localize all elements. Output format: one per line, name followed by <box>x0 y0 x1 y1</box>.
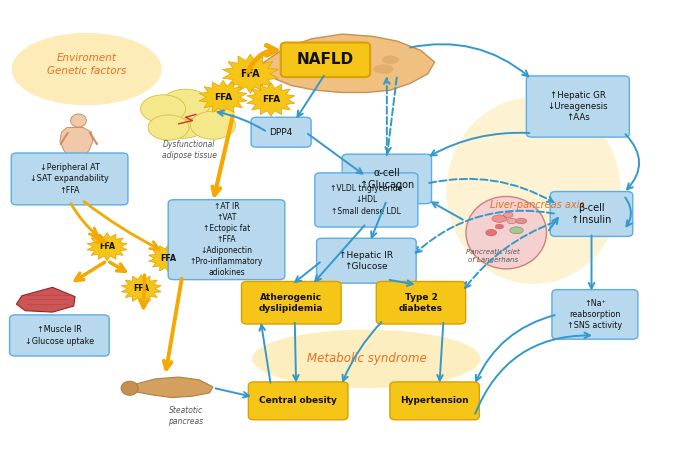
Ellipse shape <box>486 229 497 236</box>
Polygon shape <box>149 244 188 273</box>
FancyBboxPatch shape <box>10 315 109 356</box>
FancyBboxPatch shape <box>390 382 480 420</box>
FancyBboxPatch shape <box>376 282 466 324</box>
Ellipse shape <box>344 54 368 66</box>
Text: DPP4: DPP4 <box>269 128 292 137</box>
Ellipse shape <box>327 65 344 73</box>
Text: FFA: FFA <box>214 93 232 102</box>
Polygon shape <box>199 80 247 114</box>
Ellipse shape <box>12 33 162 105</box>
Polygon shape <box>254 34 434 93</box>
FancyBboxPatch shape <box>242 282 341 324</box>
Text: Pancreatic islet
of Langerhans: Pancreatic islet of Langerhans <box>466 249 519 263</box>
Text: FFA: FFA <box>133 284 149 293</box>
FancyBboxPatch shape <box>249 382 348 420</box>
Text: Type 2
diabetes: Type 2 diabetes <box>399 293 443 313</box>
FancyBboxPatch shape <box>552 290 638 339</box>
Ellipse shape <box>447 97 621 284</box>
Text: NAFLD: NAFLD <box>297 52 354 67</box>
Polygon shape <box>121 274 161 303</box>
Text: FFA: FFA <box>99 242 115 251</box>
Ellipse shape <box>140 95 186 123</box>
Ellipse shape <box>492 215 507 222</box>
Ellipse shape <box>185 99 234 128</box>
Text: Atherogenic
dyslipidemia: Atherogenic dyslipidemia <box>259 293 323 313</box>
Ellipse shape <box>510 227 523 234</box>
Ellipse shape <box>466 196 547 269</box>
Ellipse shape <box>190 111 236 139</box>
Text: ↓Peripheral AT
↓SAT expandability
↑FFA: ↓Peripheral AT ↓SAT expandability ↑FFA <box>30 164 109 195</box>
Text: Dysfunctional
adipose tissue: Dysfunctional adipose tissue <box>162 140 216 160</box>
Polygon shape <box>247 83 295 117</box>
Text: FFA: FFA <box>240 69 260 79</box>
Text: FFA: FFA <box>262 95 280 104</box>
FancyBboxPatch shape <box>11 153 128 205</box>
Ellipse shape <box>382 55 399 64</box>
Ellipse shape <box>516 218 527 224</box>
Ellipse shape <box>373 64 394 74</box>
Text: α-cell
↑Glucagon: α-cell ↑Glucagon <box>360 168 414 190</box>
FancyBboxPatch shape <box>281 42 370 77</box>
Polygon shape <box>125 377 213 398</box>
Text: Metabolic syndrome: Metabolic syndrome <box>306 352 426 365</box>
Ellipse shape <box>495 224 503 229</box>
Ellipse shape <box>252 329 481 388</box>
Ellipse shape <box>503 212 513 218</box>
Text: FFA: FFA <box>160 254 177 263</box>
Text: ↑Hepatic IR
↑Glucose: ↑Hepatic IR ↑Glucose <box>339 251 393 271</box>
Polygon shape <box>87 233 127 261</box>
Text: β-cell
↑Insulin: β-cell ↑Insulin <box>571 203 612 225</box>
Polygon shape <box>223 54 278 94</box>
Text: Central obesity: Central obesity <box>259 396 337 405</box>
Ellipse shape <box>148 115 189 140</box>
Polygon shape <box>60 127 92 160</box>
Text: ↑VLDL triglyceride
↓HDL
↑Small dense LDL: ↑VLDL triglyceride ↓HDL ↑Small dense LDL <box>330 184 403 216</box>
Text: ↑AT IR
↑VAT
↑Ectopic fat
↑FFA
↓Adiponectin
↑Pro-inflammatory
adiokines: ↑AT IR ↑VAT ↑Ectopic fat ↑FFA ↓Adiponect… <box>190 202 263 277</box>
Text: Enviroment
Genetic factors: Enviroment Genetic factors <box>47 53 126 76</box>
Ellipse shape <box>161 89 210 119</box>
FancyBboxPatch shape <box>550 192 633 236</box>
Text: Steatotic
pancreas: Steatotic pancreas <box>168 406 203 426</box>
Ellipse shape <box>121 381 138 395</box>
Text: ↑Muscle IR
↓Glucose uptake: ↑Muscle IR ↓Glucose uptake <box>25 325 94 345</box>
Polygon shape <box>16 287 75 312</box>
Ellipse shape <box>71 114 86 127</box>
FancyBboxPatch shape <box>315 173 418 227</box>
FancyBboxPatch shape <box>251 117 311 147</box>
FancyBboxPatch shape <box>526 76 630 137</box>
Text: Liver-pancreas axis: Liver-pancreas axis <box>490 200 584 210</box>
Ellipse shape <box>507 218 516 224</box>
FancyBboxPatch shape <box>342 154 432 204</box>
Text: ↑Na⁺
reabsorption
↑SNS activity: ↑Na⁺ reabsorption ↑SNS activity <box>567 299 623 330</box>
Text: Hypertension: Hypertension <box>400 396 469 405</box>
Text: ↑Hepatic GR
↓Ureagenesis
↑AAs: ↑Hepatic GR ↓Ureagenesis ↑AAs <box>547 91 608 122</box>
Ellipse shape <box>153 103 211 138</box>
FancyBboxPatch shape <box>169 200 285 280</box>
FancyBboxPatch shape <box>316 238 416 283</box>
